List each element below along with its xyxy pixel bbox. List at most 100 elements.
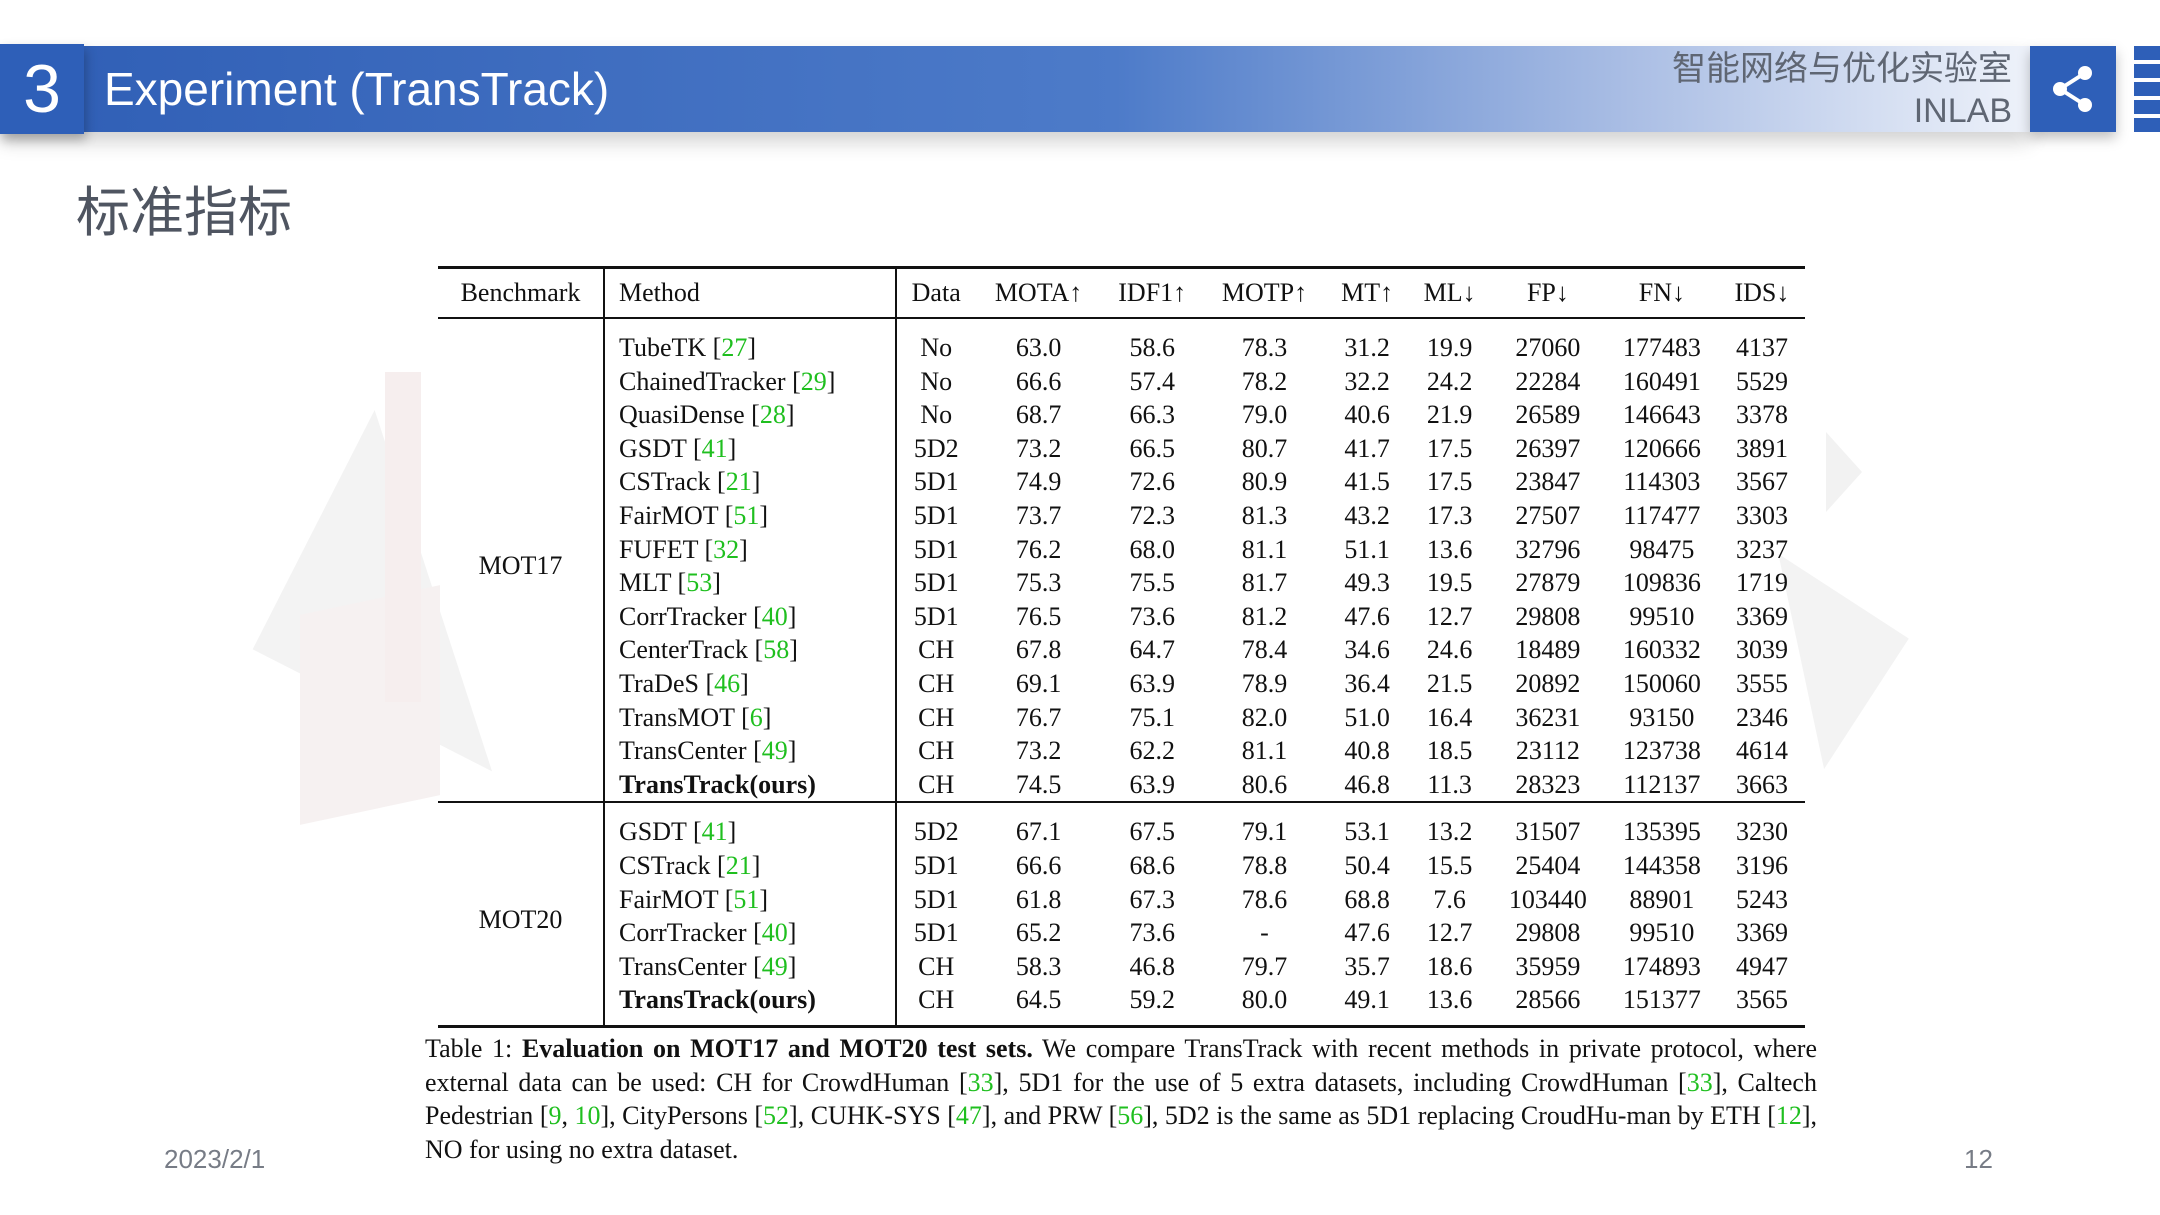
- value-cell: 3555: [1735, 668, 1788, 698]
- value-cell: 81.7: [1241, 568, 1288, 598]
- data-cell: 5D1: [913, 500, 959, 530]
- value-cell: 78.8: [1241, 850, 1288, 880]
- value-cell: 3378: [1735, 400, 1788, 430]
- value-cell: 46.8: [1344, 769, 1390, 799]
- method-cell: TransCenter [49]: [604, 949, 897, 984]
- citation-link[interactable]: 49: [761, 951, 788, 981]
- table-row: CorrTracker [40] 5D1 76.5 73.6 81.2 47.6 12.7 2…: [438, 599, 1805, 634]
- value-cell: 34.6: [1344, 635, 1390, 665]
- citation-link[interactable]: 49: [761, 736, 788, 766]
- value-cell: 177483: [1622, 333, 1701, 362]
- value-cell: 93150: [1629, 702, 1695, 732]
- citation-link[interactable]: 33: [1686, 1067, 1713, 1097]
- share-button[interactable]: [2030, 46, 2116, 132]
- value-cell: 17.5: [1426, 467, 1473, 497]
- citation-link[interactable]: 6: [749, 702, 763, 732]
- value-cell: 21.5: [1426, 668, 1473, 698]
- citation-link[interactable]: 56: [1117, 1101, 1144, 1130]
- value-cell: 32796: [1515, 534, 1581, 564]
- value-cell: 17.3: [1426, 500, 1473, 530]
- value-cell: 120666: [1622, 433, 1701, 463]
- value-cell: 68.7: [1015, 400, 1062, 430]
- table-row: FUFET [32] 5D1 76.2 68.0 81.1 51.1 13.6 32796 98…: [438, 532, 1805, 567]
- value-cell: 99510: [1629, 918, 1695, 948]
- citation-link[interactable]: 28: [759, 400, 786, 430]
- citation-link[interactable]: 29: [800, 366, 827, 396]
- value-cell: 49.1: [1344, 985, 1390, 1015]
- value-cell: 13.6: [1426, 985, 1473, 1015]
- citation-link[interactable]: 27: [721, 333, 748, 362]
- value-cell: 24.6: [1426, 635, 1473, 665]
- citation-link[interactable]: 9: [548, 1101, 562, 1130]
- citation-link[interactable]: 21: [725, 467, 752, 497]
- value-cell: 47.6: [1344, 601, 1390, 631]
- value-cell: 23112: [1515, 736, 1580, 766]
- column-header: ML↓: [1423, 278, 1476, 307]
- value-cell: 81.1: [1241, 534, 1288, 564]
- table-row: TransTrack(ours) CH 64.5 59.2 80.0 49.1 13.6 28…: [438, 983, 1805, 1027]
- value-cell: 4947: [1735, 951, 1788, 981]
- benchmark-cell: MOT20: [438, 802, 605, 1027]
- value-cell: 160491: [1622, 366, 1701, 396]
- value-cell: 36.4: [1344, 668, 1390, 698]
- citation-link[interactable]: 41: [701, 433, 728, 463]
- value-cell: 61.8: [1015, 884, 1062, 914]
- column-header: FN↓: [1638, 278, 1686, 307]
- citation-link[interactable]: 53: [686, 568, 713, 598]
- citation-link[interactable]: 46: [714, 668, 741, 698]
- value-cell: 21.9: [1426, 400, 1473, 430]
- background-shape: [385, 372, 421, 702]
- background-shape: [1826, 432, 1862, 512]
- value-cell: 2346: [1735, 702, 1788, 732]
- caption-label: Table 1:: [425, 1034, 522, 1063]
- method-name: TransTrack(ours): [619, 769, 816, 799]
- value-cell: 57.4: [1129, 366, 1175, 396]
- method-cell: TransTrack(ours): [604, 767, 897, 803]
- value-cell: 68.6: [1129, 850, 1175, 880]
- value-cell: 76.7: [1015, 702, 1062, 732]
- value-cell: 46.8: [1129, 951, 1175, 981]
- citation-link[interactable]: 10: [574, 1101, 601, 1130]
- table-row: TransCenter [49] CH 73.2 62.2 81.1 40.8 18.5 23…: [438, 734, 1805, 768]
- method-name: GSDT: [619, 433, 687, 463]
- column-header: MOTP↑: [1221, 278, 1308, 307]
- data-cell: No: [920, 366, 953, 396]
- citation-link[interactable]: 40: [761, 601, 788, 631]
- method-name: GSDT: [619, 817, 687, 847]
- value-cell: 75.3: [1015, 568, 1062, 598]
- method-cell: TransMOT [6]: [604, 700, 897, 735]
- citation-link[interactable]: 40: [761, 918, 788, 948]
- citation-link[interactable]: 32: [713, 534, 740, 564]
- value-cell: 5243: [1735, 884, 1788, 914]
- value-cell: 12.7: [1426, 601, 1473, 631]
- value-cell: 80.0: [1241, 985, 1288, 1015]
- data-cell: No: [920, 333, 953, 362]
- value-cell: 51.1: [1344, 534, 1390, 564]
- header-bar: [0, 46, 2030, 132]
- citation-link[interactable]: 51: [733, 500, 760, 530]
- citation-link[interactable]: 58: [763, 635, 790, 665]
- citation-link[interactable]: 21: [725, 850, 752, 880]
- table-row: TransCenter [49] CH 58.3 46.8 79.7 35.7 18.6 35…: [438, 949, 1805, 984]
- method-cell: CSTrack [21]: [604, 465, 897, 499]
- citation-link[interactable]: 51: [733, 884, 760, 914]
- value-cell: 79.1: [1241, 817, 1288, 847]
- column-header: MOTA↑: [994, 278, 1083, 307]
- citation-link[interactable]: 12: [1775, 1101, 1802, 1130]
- citation-link[interactable]: 52: [763, 1101, 790, 1130]
- citation-link[interactable]: 47: [955, 1101, 982, 1130]
- value-cell: 3891: [1735, 433, 1788, 463]
- value-cell: 66.6: [1015, 366, 1062, 396]
- table-row: TransMOT [6] CH 76.7 75.1 82.0 51.0 16.4 36231 9…: [438, 700, 1805, 735]
- method-cell: FairMOT [51]: [604, 882, 897, 917]
- data-cell: 5D1: [913, 534, 959, 564]
- method-name: FairMOT: [619, 884, 719, 914]
- citation-link[interactable]: 33: [967, 1067, 994, 1097]
- method-name: FairMOT: [619, 500, 719, 530]
- value-cell: 41.7: [1344, 433, 1390, 463]
- value-cell: 49.3: [1344, 568, 1390, 598]
- method-cell: TraDeS [46]: [604, 666, 897, 701]
- value-cell: 73.2: [1015, 433, 1062, 463]
- citation-link[interactable]: 41: [701, 817, 728, 847]
- value-cell: 88901: [1629, 884, 1695, 914]
